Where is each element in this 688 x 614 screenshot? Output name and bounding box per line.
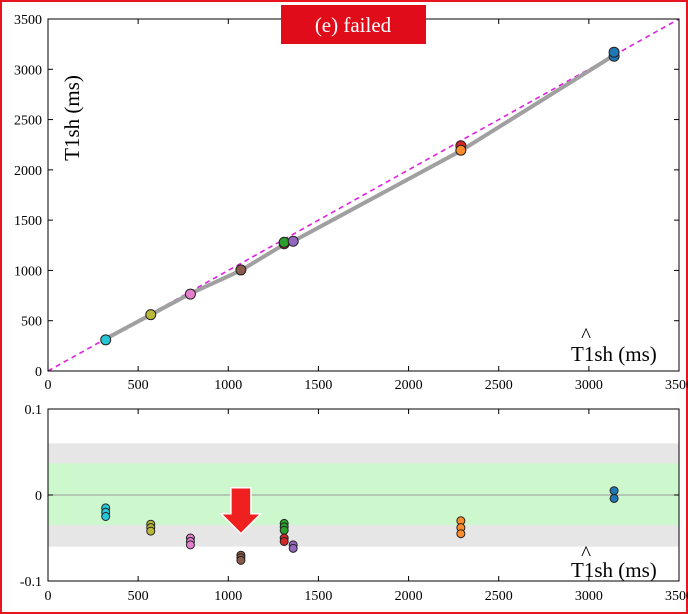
bottom-x-tick-label: 2000 <box>395 589 423 604</box>
title-badge <box>281 5 426 44</box>
top-data-point <box>184 288 196 300</box>
bottom-x-ticks: 0 500 1000 1500 2000 2500 3000 3500 <box>45 409 688 604</box>
bottom-data-point <box>236 555 246 565</box>
top-y-tick-label: 1000 <box>14 264 42 279</box>
bottom-x-tick-label: 1000 <box>214 589 242 604</box>
top-y-tick-label: 3500 <box>14 13 42 28</box>
bottom-y-tick-label: 0.1 <box>25 403 43 418</box>
top-x-ticks: 0 500 1000 1500 2000 2500 3000 3500 <box>45 19 688 393</box>
top-data-point <box>278 236 290 248</box>
top-x-tick-label: 2000 <box>395 378 423 393</box>
top-y-tick-label: 500 <box>21 315 42 330</box>
bottom-y-tick-label: -0.1 <box>20 575 42 590</box>
top-y-ticks: 0 500 1000 1500 2000 2500 3000 3500 <box>14 13 679 380</box>
top-x-tick-label: 1500 <box>304 378 332 393</box>
top-x-tick-label: 3500 <box>665 378 688 393</box>
top-y-tick-label: 3000 <box>14 63 42 78</box>
bottom-data-point <box>609 493 619 503</box>
top-x-axis-hat: ^ <box>581 323 591 347</box>
top-data-point <box>287 235 299 247</box>
top-y-tick-label: 2500 <box>14 114 42 129</box>
top-y-axis-label: T1sh (ms) <box>60 75 84 161</box>
bottom-data-point <box>185 540 195 550</box>
bottom-data-point <box>288 543 298 553</box>
down-arrow-icon <box>219 486 263 535</box>
top-x-tick-label: 1000 <box>214 378 242 393</box>
top-data-point <box>455 144 467 156</box>
bottom-points <box>101 486 619 565</box>
top-x-axis-label: T1sh (ms) <box>571 342 657 366</box>
top-y-tick-label: 1500 <box>14 214 42 229</box>
bottom-x-tick-label: 1500 <box>304 589 332 604</box>
top-y-tick-label: 0 <box>35 365 42 380</box>
bottom-data-point <box>456 529 466 539</box>
bottom-y-ticks: 0.1 0 -0.1 <box>20 403 679 590</box>
fit-line <box>104 53 616 341</box>
top-x-tick-label: 0 <box>45 378 52 393</box>
top-x-tick-label: 2500 <box>485 378 513 393</box>
top-y-tick-label: 2000 <box>14 164 42 179</box>
bottom-data-point <box>279 536 289 546</box>
top-data-point <box>235 264 247 276</box>
bottom-x-axis-label: T1sh (ms) <box>571 558 657 582</box>
bottom-y-tick-label: 0 <box>35 489 42 504</box>
bottom-x-tick-label: 0 <box>45 589 52 604</box>
inner-band <box>48 463 679 526</box>
top-x-tick-label: 500 <box>128 378 149 393</box>
top-points <box>100 46 620 346</box>
bottom-x-tick-label: 3500 <box>665 589 688 604</box>
top-data-point <box>145 309 157 321</box>
top-x-tick-label: 3000 <box>575 378 603 393</box>
bottom-x-axis-hat: ^ <box>581 541 591 565</box>
top-data-point <box>608 46 620 58</box>
bottom-x-tick-label: 2500 <box>485 589 513 604</box>
top-panel: 0 500 1000 1500 2000 2500 3000 3500 0 500 1000 150… <box>14 13 688 393</box>
bottom-x-tick-label: 3000 <box>575 589 603 604</box>
chart-title: (e) failed <box>315 13 392 37</box>
top-data-point <box>100 334 112 346</box>
bottom-x-tick-label: 500 <box>128 589 149 604</box>
bottom-data-point <box>609 486 619 496</box>
bottom-data-point <box>279 525 289 535</box>
bottom-data-point <box>146 526 156 536</box>
bottom-data-point <box>101 512 111 521</box>
